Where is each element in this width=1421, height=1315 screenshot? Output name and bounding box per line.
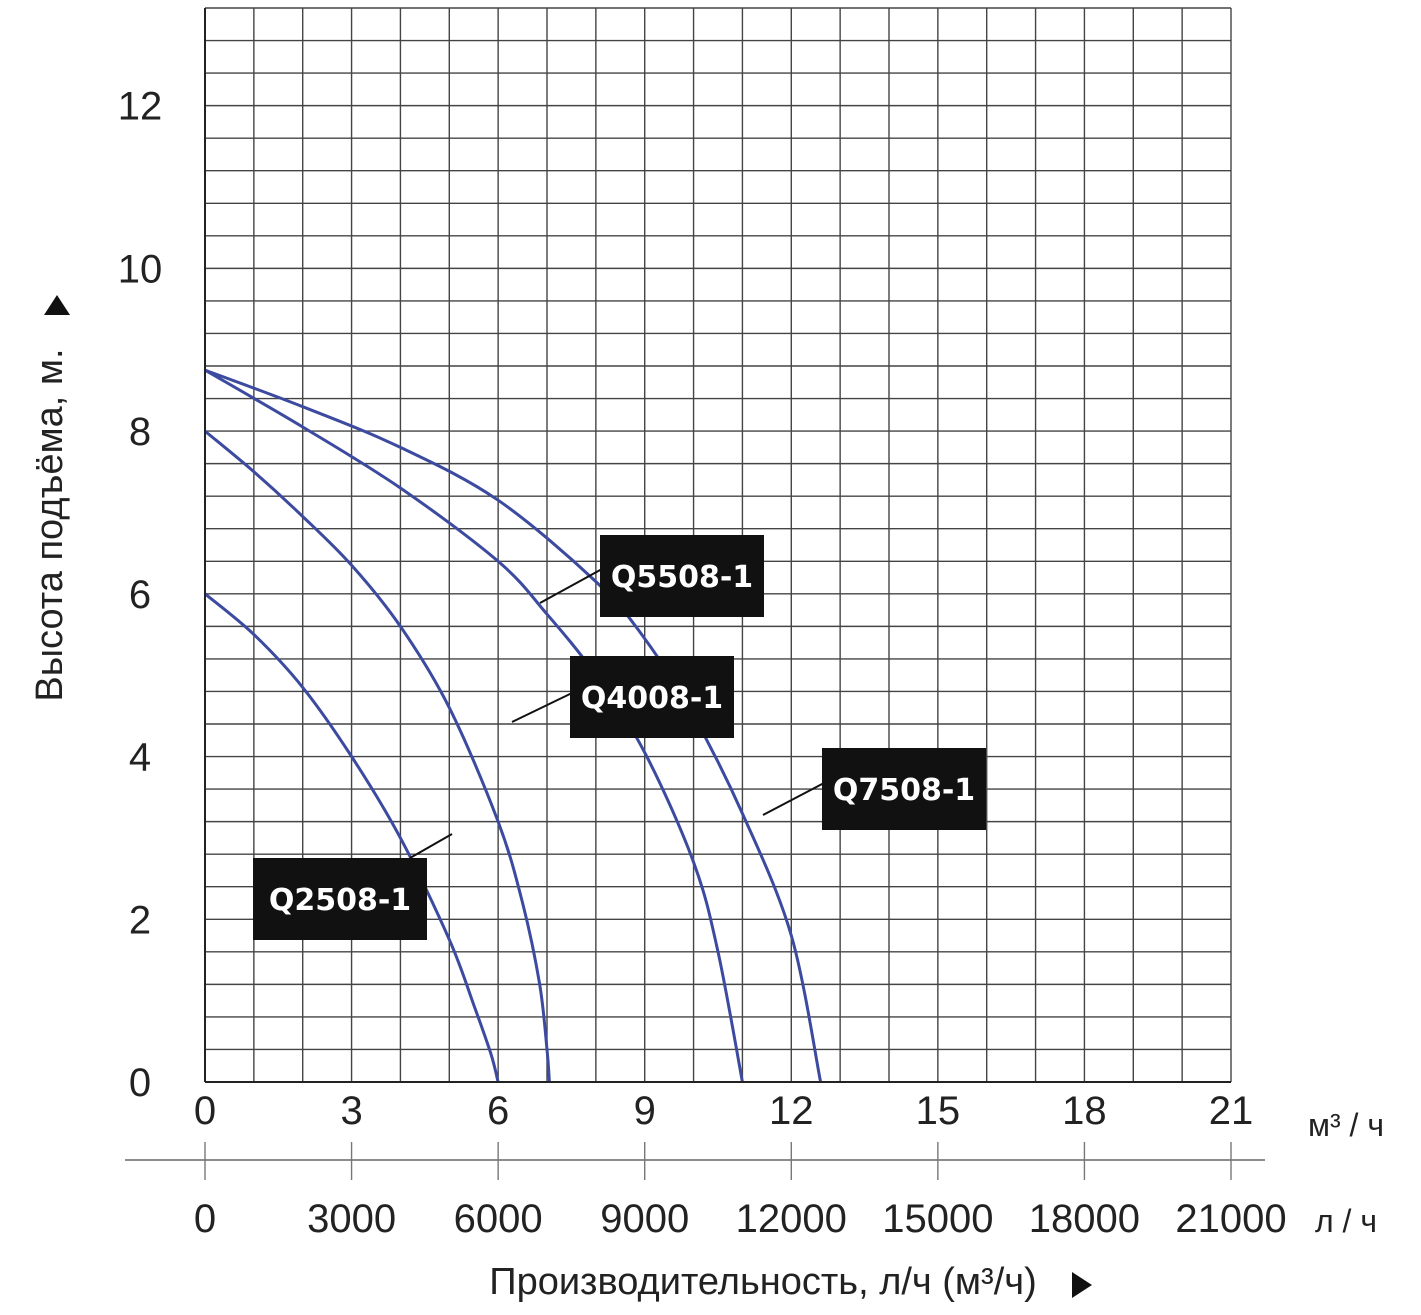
x-tick-label-m3h: 3 (340, 1089, 362, 1133)
x-tick-label-m3h: 15 (916, 1089, 961, 1133)
series-line-q5508-1 (204, 368, 744, 1083)
label-box-q4008-1 (570, 656, 734, 738)
label-leader-line (409, 833, 453, 859)
x-unit-lh: л / ч (1315, 1203, 1377, 1239)
x-tick-label-m3h: 9 (634, 1089, 656, 1133)
series-line-q4008-1 (204, 429, 551, 1083)
label-text-q5508-1: Q5508-1 (611, 560, 753, 595)
y-tick-label: 2 (129, 898, 151, 942)
label-text-q7508-1: Q7508-1 (833, 773, 975, 808)
x-axis-title: Производительность, л/ч (м³/ч) (489, 1261, 1036, 1303)
x-tick-label-m3h: 18 (1062, 1089, 1107, 1133)
x-tick-label-lh: 15000 (882, 1197, 993, 1241)
y-axis-title: Высота подъёма, м. (29, 348, 71, 701)
label-box-q2508-1 (253, 858, 427, 940)
label-leader-line (539, 568, 603, 604)
x-tick-label-lh: 12000 (736, 1197, 847, 1241)
y-axis-arrow-icon (44, 295, 70, 315)
label-box-q5508-1 (600, 535, 764, 617)
label-leader-line (762, 782, 825, 816)
label-text-q2508-1: Q2508-1 (269, 883, 411, 918)
x-tick-label-lh: 21000 (1175, 1197, 1286, 1241)
y-tick-label: 10 (118, 247, 163, 291)
x-tick-label-lh: 0 (194, 1197, 216, 1241)
series-labels: Q2508-1 Q4008-1 Q5508-1 Q7508-1 (253, 535, 986, 940)
label-leader-line (511, 692, 573, 723)
x-tick-label-lh: 3000 (307, 1197, 396, 1241)
x-axis-arrow-icon (1072, 1272, 1092, 1298)
y-tick-label: 8 (129, 410, 151, 454)
x-tick-label-m3h: 21 (1209, 1089, 1254, 1133)
label-text-q4008-1: Q4008-1 (581, 681, 723, 716)
x-tick-label-m3h: 12 (769, 1089, 814, 1133)
x-tick-label-lh: 9000 (600, 1197, 689, 1241)
x-unit-m3h: м³ / ч (1308, 1107, 1384, 1143)
axes: 0 2 4 6 8 10 12 0 3 6 9 12 15 18 21 0 3000 6000 9000 12000 1… (118, 8, 1287, 1241)
label-box-q7508-1 (822, 748, 986, 830)
x-tick-label-lh: 6000 (454, 1197, 543, 1241)
x-tick-label-lh: 18000 (1029, 1197, 1140, 1241)
y-tick-label: 0 (129, 1061, 151, 1105)
y-tick-label: 6 (129, 573, 151, 617)
y-tick-label: 12 (118, 85, 163, 129)
x-tick-label-m3h: 6 (487, 1089, 509, 1133)
x-tick-label-m3h: 0 (194, 1089, 216, 1133)
series-line-q2508-1 (204, 592, 500, 1083)
y-tick-label: 4 (129, 736, 151, 780)
